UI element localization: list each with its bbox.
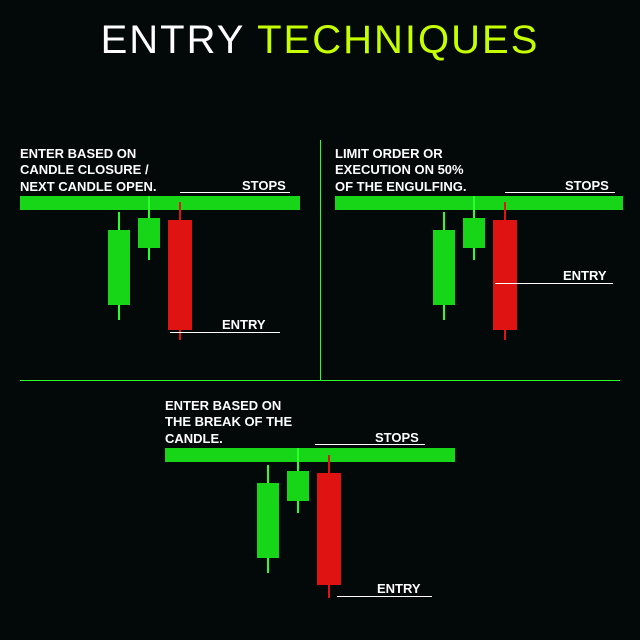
candle-body <box>168 220 192 330</box>
title-word-1: ENTRY <box>101 18 245 62</box>
stops-label: STOPS <box>242 178 286 193</box>
stops-label: STOPS <box>565 178 609 193</box>
entry-label: ENTRY <box>563 268 607 283</box>
panel-description: LIMIT ORDER OR EXECUTION ON 50% OF THE E… <box>335 146 466 195</box>
panel-description: ENTER BASED ON THE BREAK OF THE CANDLE. <box>165 398 292 447</box>
stops-label: STOPS <box>375 430 419 445</box>
stops-bar <box>165 448 455 462</box>
panel-description: ENTER BASED ON CANDLE CLOSURE / NEXT CAN… <box>20 146 157 195</box>
candle-body <box>433 230 455 305</box>
candle-body <box>463 218 485 248</box>
candle-body <box>317 473 341 585</box>
candle-body <box>287 471 309 501</box>
stops-bar <box>335 196 623 210</box>
divider-vertical <box>320 140 321 380</box>
chart-panel: ENTER BASED ON CANDLE CLOSURE / NEXT CAN… <box>20 140 320 380</box>
entry-line <box>170 332 280 333</box>
entry-line <box>495 283 613 284</box>
divider-horizontal <box>20 380 620 381</box>
chart-panel: LIMIT ORDER OR EXECUTION ON 50% OF THE E… <box>335 140 635 380</box>
entry-line <box>337 596 432 597</box>
entry-label: ENTRY <box>222 317 266 332</box>
candle-body <box>257 483 279 558</box>
candle-body <box>138 218 160 248</box>
candle-body <box>108 230 130 305</box>
stops-bar <box>20 196 300 210</box>
chart-panel: ENTER BASED ON THE BREAK OF THE CANDLE. S… <box>165 398 505 638</box>
candle-body <box>493 220 517 330</box>
title-word-2: TECHNIQUES <box>257 18 539 62</box>
entry-label: ENTRY <box>377 581 421 596</box>
page-title: ENTRY TECHNIQUES <box>0 0 640 63</box>
